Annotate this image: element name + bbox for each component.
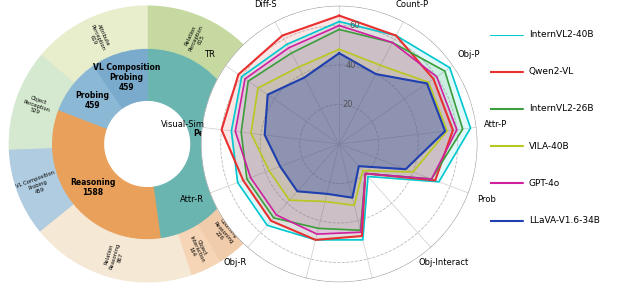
Text: Relation
Perception
615: Relation Perception 615 — [182, 22, 209, 54]
Wedge shape — [240, 130, 285, 176]
Text: Text
Rendering
99: Text Rendering 99 — [225, 59, 257, 89]
Wedge shape — [178, 226, 220, 275]
Text: Object
Interaction
164: Object Interaction 164 — [183, 233, 211, 266]
Text: 60: 60 — [349, 22, 360, 31]
Wedge shape — [51, 109, 161, 240]
Text: Attribute
Reasoning
222: Attribute Reasoning 222 — [231, 190, 263, 219]
Wedge shape — [220, 180, 275, 233]
Text: Counting
Reasoning
226: Counting Reasoning 226 — [209, 217, 239, 248]
Wedge shape — [10, 147, 73, 231]
Polygon shape — [232, 22, 470, 240]
Text: Reasoning
1588: Reasoning 1588 — [70, 178, 115, 197]
Wedge shape — [198, 206, 253, 261]
Wedge shape — [42, 6, 147, 82]
Text: VL Composition
Probing
459: VL Composition Probing 459 — [15, 170, 60, 200]
Wedge shape — [147, 6, 252, 82]
Text: Object
Reasoning
109: Object Reasoning 109 — [243, 168, 274, 192]
Text: Perception
2295: Perception 2295 — [193, 130, 241, 149]
Polygon shape — [241, 29, 463, 230]
Wedge shape — [228, 69, 282, 124]
Polygon shape — [251, 49, 447, 205]
Wedge shape — [147, 48, 243, 239]
Text: VILA-40B: VILA-40B — [529, 142, 570, 151]
Wedge shape — [220, 54, 263, 92]
Polygon shape — [265, 53, 445, 198]
Text: InternVL2-40B: InternVL2-40B — [529, 30, 593, 39]
Wedge shape — [93, 48, 147, 108]
Text: Object
Perception
529: Object Perception 529 — [21, 93, 52, 118]
Polygon shape — [265, 53, 445, 198]
Polygon shape — [236, 26, 457, 234]
Wedge shape — [241, 116, 284, 134]
Wedge shape — [58, 65, 122, 128]
Wedge shape — [236, 166, 282, 196]
Wedge shape — [9, 55, 74, 149]
Polygon shape — [221, 16, 453, 240]
Text: Attribute
Perception
619: Attribute Perception 619 — [84, 22, 111, 54]
Text: GPT-4o: GPT-4o — [529, 179, 560, 188]
Text: 40: 40 — [346, 61, 356, 70]
Text: Probing
459: Probing 459 — [76, 91, 109, 110]
Text: 20: 20 — [342, 100, 353, 109]
Text: Counting
Perception
261: Counting Perception 261 — [239, 87, 271, 113]
Text: Visual
Similarity
74: Visual Similarity 74 — [249, 116, 276, 136]
Text: InternVL2-26B: InternVL2-26B — [529, 105, 593, 113]
Wedge shape — [40, 204, 191, 282]
Text: VL Composition
Probing
459: VL Composition Probing 459 — [93, 62, 160, 92]
Text: Difference
Spotting
241: Difference Spotting 241 — [250, 143, 278, 161]
Text: Qwen2-VL: Qwen2-VL — [529, 67, 574, 76]
Text: LLaVA-V1.6-34B: LLaVA-V1.6-34B — [529, 216, 600, 225]
Text: Relation
Reasoning
867: Relation Reasoning 867 — [103, 241, 126, 272]
